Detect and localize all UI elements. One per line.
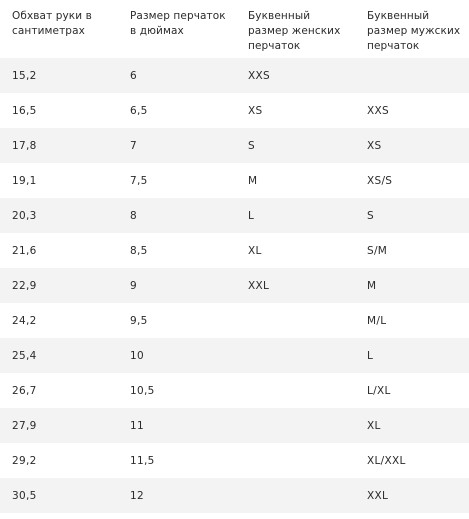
cell-inches: 7,5 <box>118 163 236 198</box>
cell-women-size: XS <box>236 93 355 128</box>
table-row: 20,3 8 L S <box>0 198 469 233</box>
cell-men-size: XS <box>355 128 469 163</box>
cell-hand-girth: 29,2 <box>0 443 118 478</box>
cell-women-size <box>236 478 355 513</box>
cell-men-size: L/XL <box>355 373 469 408</box>
cell-hand-girth: 20,3 <box>0 198 118 233</box>
table-row: 25,4 10 L <box>0 338 469 373</box>
cell-men-size: XS/S <box>355 163 469 198</box>
cell-women-size <box>236 303 355 338</box>
header-women-letter-size: Буквенный размер женских перчаток <box>248 10 341 52</box>
header-men-letter-size: Буквенный размер мужских перчаток <box>367 10 461 52</box>
table-row: 16,5 6,5 XS XXS <box>0 93 469 128</box>
header-row: Обхват руки в сантиметрах Размер перчато… <box>0 0 469 58</box>
cell-inches: 10 <box>118 338 236 373</box>
cell-women-size: XXS <box>236 58 355 93</box>
cell-hand-girth: 30,5 <box>0 478 118 513</box>
cell-men-size <box>355 58 469 93</box>
cell-inches: 9 <box>118 268 236 303</box>
table-header: Обхват руки в сантиметрах Размер перчато… <box>0 0 469 58</box>
table-row: 26,7 10,5 L/XL <box>0 373 469 408</box>
cell-women-size <box>236 338 355 373</box>
cell-inches: 10,5 <box>118 373 236 408</box>
cell-women-size: XL <box>236 233 355 268</box>
table-row: 21,6 8,5 XL S/M <box>0 233 469 268</box>
cell-inches: 8,5 <box>118 233 236 268</box>
cell-hand-girth: 26,7 <box>0 373 118 408</box>
cell-inches: 7 <box>118 128 236 163</box>
header-hand-girth-cm: Обхват руки в сантиметрах <box>12 10 92 37</box>
cell-inches: 6 <box>118 58 236 93</box>
cell-men-size: L <box>355 338 469 373</box>
header-glove-size-inches: Размер перчаток в дюймах <box>130 10 226 37</box>
table-row: 15,2 6 XXS <box>0 58 469 93</box>
cell-men-size: M <box>355 268 469 303</box>
cell-men-size: XXS <box>355 93 469 128</box>
cell-men-size: S/M <box>355 233 469 268</box>
cell-inches: 11 <box>118 408 236 443</box>
table-row: 17,8 7 S XS <box>0 128 469 163</box>
cell-inches: 12 <box>118 478 236 513</box>
table-row: 27,9 11 XL <box>0 408 469 443</box>
cell-inches: 11,5 <box>118 443 236 478</box>
cell-men-size: M/L <box>355 303 469 338</box>
cell-men-size: XL/XXL <box>355 443 469 478</box>
cell-hand-girth: 25,4 <box>0 338 118 373</box>
cell-women-size: XXL <box>236 268 355 303</box>
table-body: 15,2 6 XXS 16,5 6,5 XS XXS 17,8 7 S XS 1… <box>0 58 469 513</box>
cell-hand-girth: 19,1 <box>0 163 118 198</box>
cell-hand-girth: 24,2 <box>0 303 118 338</box>
cell-women-size: S <box>236 128 355 163</box>
cell-hand-girth: 17,8 <box>0 128 118 163</box>
table-row: 30,5 12 XXL <box>0 478 469 513</box>
cell-hand-girth: 21,6 <box>0 233 118 268</box>
cell-inches: 9,5 <box>118 303 236 338</box>
table-row: 19,1 7,5 M XS/S <box>0 163 469 198</box>
cell-women-size: M <box>236 163 355 198</box>
cell-hand-girth: 22,9 <box>0 268 118 303</box>
table-row: 29,2 11,5 XL/XXL <box>0 443 469 478</box>
cell-inches: 6,5 <box>118 93 236 128</box>
cell-women-size <box>236 408 355 443</box>
table-row: 22,9 9 XXL M <box>0 268 469 303</box>
cell-hand-girth: 16,5 <box>0 93 118 128</box>
cell-women-size: L <box>236 198 355 233</box>
cell-men-size: XXL <box>355 478 469 513</box>
cell-hand-girth: 27,9 <box>0 408 118 443</box>
cell-men-size: S <box>355 198 469 233</box>
cell-hand-girth: 15,2 <box>0 58 118 93</box>
cell-women-size <box>236 443 355 478</box>
cell-men-size: XL <box>355 408 469 443</box>
cell-inches: 8 <box>118 198 236 233</box>
table-row: 24,2 9,5 M/L <box>0 303 469 338</box>
cell-women-size <box>236 373 355 408</box>
